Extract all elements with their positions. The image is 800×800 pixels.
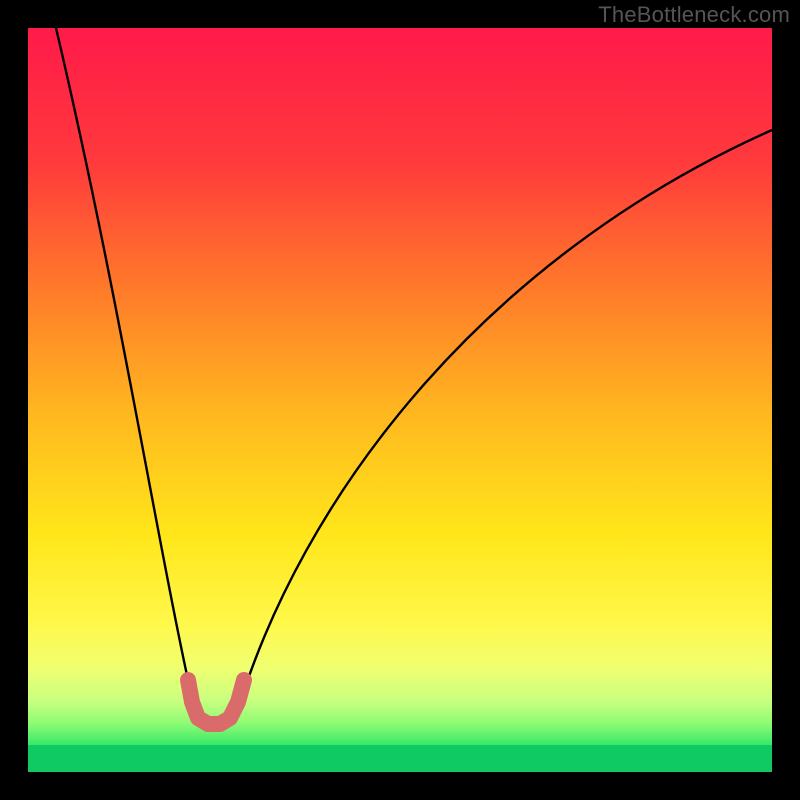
stage: TheBottleneck.com xyxy=(0,0,800,800)
gradient-background xyxy=(28,28,772,772)
bottleneck-curve-chart xyxy=(0,0,800,800)
baseline-band xyxy=(28,745,772,772)
watermark-text: TheBottleneck.com xyxy=(598,2,790,28)
